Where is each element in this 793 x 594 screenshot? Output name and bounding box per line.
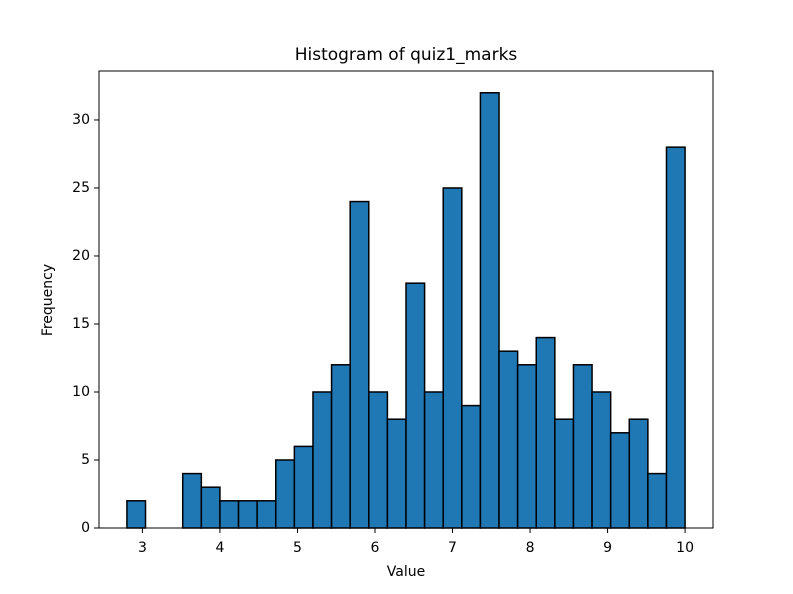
x-tick-label: 4: [215, 540, 224, 556]
bar: [665, 146, 686, 529]
bar: [628, 418, 649, 529]
bar: [442, 187, 463, 529]
x-tick-label: 6: [371, 540, 380, 556]
bar: [572, 364, 593, 529]
y-axis-label: Frequency: [40, 264, 56, 336]
bar: [293, 445, 314, 529]
x-tick-label: 10: [676, 540, 694, 556]
y-tick-label: 5: [81, 452, 90, 468]
y-tick-label: 0: [81, 520, 90, 536]
x-tick-label: 7: [448, 540, 457, 556]
bar: [312, 391, 333, 529]
bar: [498, 350, 519, 529]
bar: [554, 418, 575, 529]
bar: [126, 500, 147, 529]
bar: [275, 459, 296, 529]
bar: [349, 200, 370, 529]
bar: [461, 404, 482, 529]
bar: [423, 391, 444, 529]
bar: [181, 472, 203, 529]
bar: [647, 472, 668, 529]
x-axis-label: Value: [387, 564, 425, 580]
bar: [386, 418, 407, 529]
bar: [591, 391, 612, 529]
y-tick-label: 30: [72, 112, 90, 128]
plot-frame: [98, 70, 714, 529]
bar: [609, 432, 631, 529]
x-tick-label: 9: [603, 540, 612, 556]
bar: [535, 336, 556, 529]
x-tick-label: 5: [293, 540, 302, 556]
x-tick-label: 3: [138, 540, 147, 556]
bar: [256, 500, 277, 529]
bar: [368, 391, 389, 529]
bar: [219, 500, 240, 529]
x-tick-label: 8: [526, 540, 535, 556]
bar: [330, 364, 351, 529]
bar: [405, 282, 426, 529]
y-tick-label: 20: [72, 248, 90, 264]
chart-title: Histogram of quiz1_marks: [295, 45, 518, 65]
y-tick-label: 15: [72, 316, 90, 332]
bar: [200, 486, 221, 529]
y-tick-label: 25: [72, 180, 90, 196]
bar: [237, 500, 258, 529]
y-tick-label: 10: [72, 384, 90, 400]
bar: [516, 364, 537, 529]
bar: [479, 92, 500, 529]
